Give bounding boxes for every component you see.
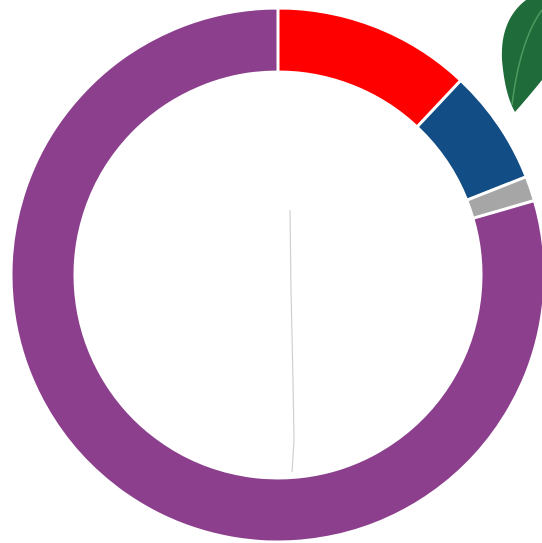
leaf-decoration — [502, 0, 542, 112]
thin-line — [290, 210, 294, 472]
chart — [0, 0, 542, 543]
